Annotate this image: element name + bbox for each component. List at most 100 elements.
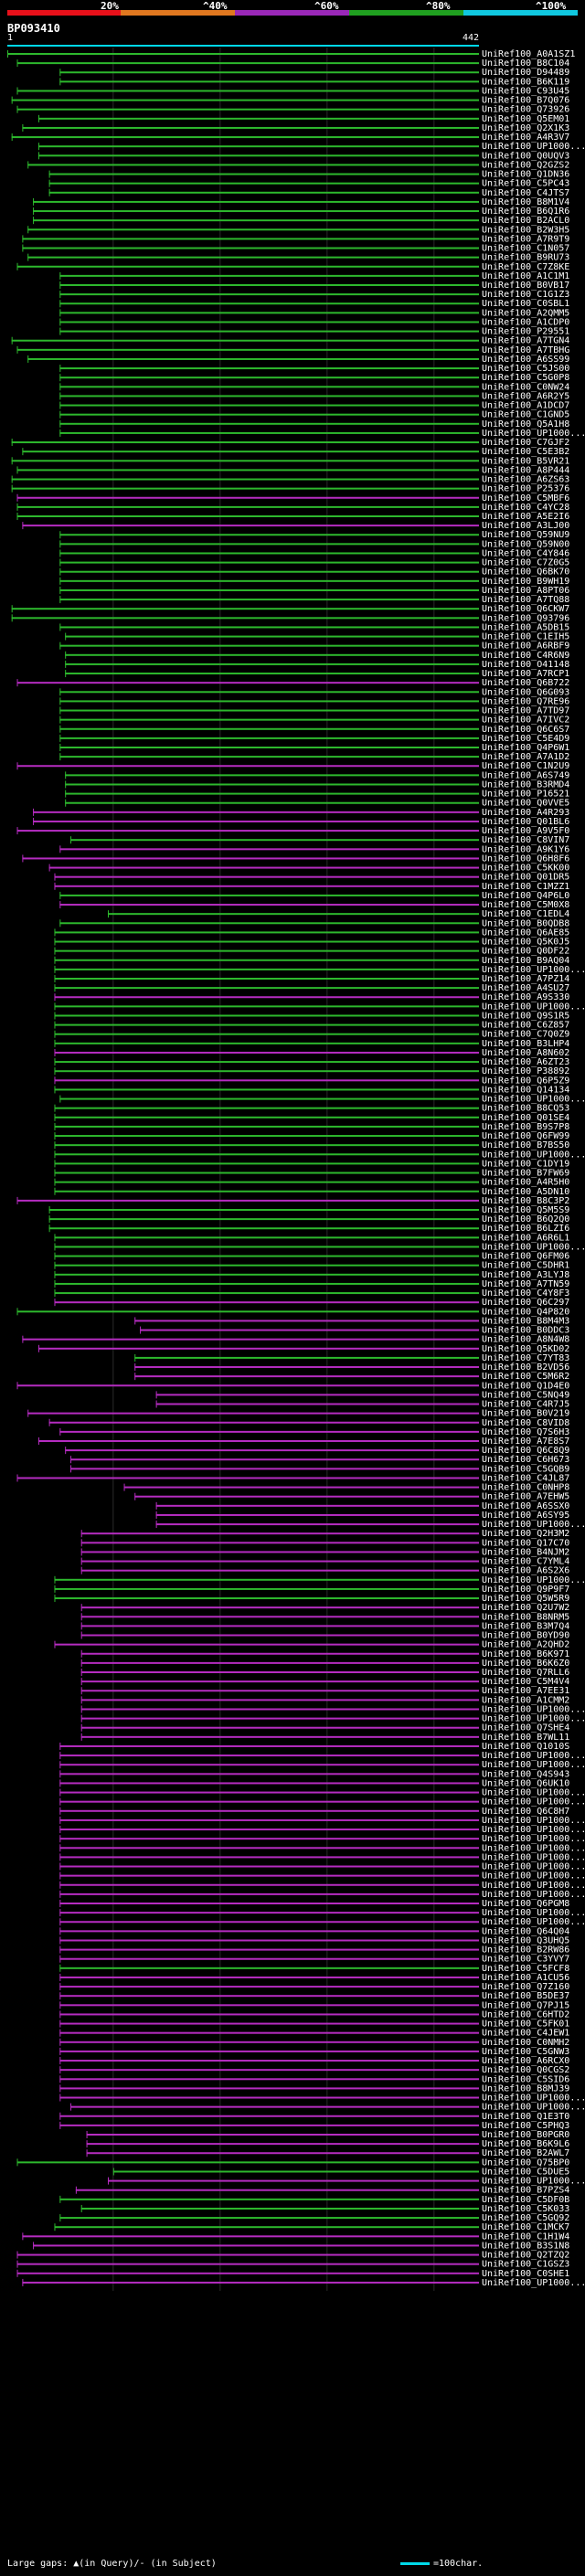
hit-bar[interactable]: [16, 2272, 480, 2274]
hit-label[interactable]: UniRef100_C1G1Z3: [482, 290, 569, 300]
hit-label[interactable]: UniRef100_UP1000...: [482, 2103, 585, 2113]
hit-label[interactable]: UniRef100_B4NJM2: [482, 1547, 569, 1557]
hit-bar[interactable]: [54, 1578, 479, 1581]
hit-label[interactable]: UniRef100_UP1000...: [482, 1751, 585, 1761]
hit-label[interactable]: UniRef100_C4Y846: [482, 548, 569, 558]
hit-label[interactable]: UniRef100_C1GSZ3: [482, 2260, 569, 2270]
hit-bar[interactable]: [59, 367, 479, 370]
hit-label[interactable]: UniRef100_Q6G093: [482, 687, 569, 697]
hit-label[interactable]: UniRef100_B2AWL7: [482, 2148, 569, 2158]
hit-label[interactable]: UniRef100_C6HTD2: [482, 2009, 569, 2019]
hit-label[interactable]: UniRef100_C8VID8: [482, 1418, 569, 1428]
hit-bar[interactable]: [54, 1301, 479, 1304]
hit-label[interactable]: UniRef100_C8VIN7: [482, 835, 569, 845]
hit-label[interactable]: UniRef100_B5DE37: [482, 1991, 569, 2001]
hit-label[interactable]: UniRef100_C5SID6: [482, 2074, 569, 2084]
hit-label[interactable]: UniRef100_Q2H3M2: [482, 1529, 569, 1539]
hit-bar[interactable]: [155, 1523, 479, 1526]
hit-label[interactable]: UniRef100_A5DB15: [482, 622, 569, 632]
hit-label[interactable]: UniRef100_P29551: [482, 327, 569, 337]
hit-label[interactable]: UniRef100_Q2GZS2: [482, 160, 569, 170]
hit-bar[interactable]: [59, 321, 479, 323]
hit-label[interactable]: UniRef100_B9WH19: [482, 577, 569, 587]
hit-bar[interactable]: [11, 617, 480, 620]
hit-label[interactable]: UniRef100_C5PHQ3: [482, 2121, 569, 2131]
hit-label[interactable]: UniRef100_C1DY19: [482, 1159, 569, 1169]
hit-label[interactable]: UniRef100_P16521: [482, 790, 569, 800]
hit-label[interactable]: UniRef100_C0SHE1: [482, 2269, 569, 2279]
hit-bar[interactable]: [54, 1273, 479, 1276]
hit-label[interactable]: UniRef100_A6ZS63: [482, 475, 569, 485]
hit-bar[interactable]: [59, 848, 479, 851]
hit-label[interactable]: UniRef100_A2QMM5: [482, 308, 569, 318]
hit-bar[interactable]: [65, 792, 480, 795]
hit-label[interactable]: UniRef100_C5M6R2: [482, 1372, 569, 1382]
hit-label[interactable]: UniRef100_B9S7P8: [482, 1122, 569, 1132]
hit-bar[interactable]: [54, 885, 479, 887]
hit-bar[interactable]: [134, 1356, 479, 1359]
hit-label[interactable]: UniRef100_C4JL87: [482, 1473, 569, 1483]
hit-bar[interactable]: [16, 469, 480, 472]
hit-label[interactable]: UniRef100_UP1000...: [482, 1881, 585, 1891]
hit-label[interactable]: UniRef100_B9AQ04: [482, 956, 569, 966]
hit-bar[interactable]: [70, 839, 480, 842]
hit-label[interactable]: UniRef100_C7Q0Z9: [482, 1030, 569, 1040]
hit-bar[interactable]: [59, 1744, 479, 1747]
hit-label[interactable]: UniRef100_UP1000...: [482, 1908, 585, 1918]
hit-label[interactable]: UniRef100_B2W3H5: [482, 225, 569, 235]
hit-bar[interactable]: [80, 1569, 480, 1572]
hit-label[interactable]: UniRef100_A1CU56: [482, 1973, 569, 1983]
hit-label[interactable]: UniRef100_C7GJF2: [482, 438, 569, 448]
hit-bar[interactable]: [54, 1033, 479, 1035]
hit-bar[interactable]: [37, 1440, 479, 1442]
hit-label[interactable]: UniRef100_B0DDC3: [482, 1326, 569, 1336]
hit-label[interactable]: UniRef100_C5KK00: [482, 864, 569, 874]
hit-label[interactable]: UniRef100_UP1000...: [482, 1917, 585, 1927]
hit-label[interactable]: UniRef100_UP1000...: [482, 1862, 585, 1872]
hit-label[interactable]: UniRef100_C5FCF8: [482, 1964, 569, 1974]
hit-bar[interactable]: [16, 2161, 480, 2164]
hit-bar[interactable]: [59, 1948, 479, 1951]
hit-bar[interactable]: [80, 1735, 480, 1738]
hit-bar[interactable]: [11, 478, 480, 481]
hit-bar[interactable]: [59, 422, 479, 425]
hit-label[interactable]: UniRef100_Q01SE4: [482, 1113, 569, 1123]
hit-bar[interactable]: [80, 1532, 480, 1535]
hit-bar[interactable]: [59, 71, 479, 74]
hit-bar[interactable]: [59, 644, 479, 647]
hit-label[interactable]: UniRef100_B0V219: [482, 1409, 569, 1419]
hit-label[interactable]: UniRef100_B2RW86: [482, 1945, 569, 1956]
hit-label[interactable]: UniRef100_A4SU27: [482, 983, 569, 993]
hit-label[interactable]: UniRef100_A4R3V7: [482, 133, 569, 143]
hit-label[interactable]: UniRef100_Q5W5R9: [482, 1594, 569, 1604]
hit-label[interactable]: UniRef100_Q2U7W2: [482, 1603, 569, 1613]
hit-bar[interactable]: [54, 1292, 479, 1295]
hit-label[interactable]: UniRef100_A1CDP0: [482, 317, 569, 327]
hit-bar[interactable]: [11, 460, 480, 462]
hit-label[interactable]: UniRef100_B6K6Z0: [482, 1659, 569, 1669]
hit-bar[interactable]: [59, 588, 479, 591]
hit-bar[interactable]: [33, 200, 479, 203]
hit-label[interactable]: UniRef100_Q59N00: [482, 539, 569, 549]
hit-bar[interactable]: [16, 2263, 480, 2265]
hit-bar[interactable]: [59, 1912, 479, 1914]
hit-label[interactable]: UniRef100_UP1000...: [482, 1575, 585, 1585]
hit-label[interactable]: UniRef100_C5FK01: [482, 2019, 569, 2030]
hit-bar[interactable]: [140, 1329, 479, 1331]
hit-bar[interactable]: [48, 1227, 479, 1230]
hit-bar[interactable]: [54, 1236, 479, 1239]
hit-bar[interactable]: [59, 691, 479, 694]
hit-bar[interactable]: [70, 1468, 480, 1470]
hit-bar[interactable]: [59, 1892, 479, 1895]
hit-bar[interactable]: [59, 2217, 479, 2220]
hit-bar[interactable]: [59, 1939, 479, 1942]
hit-label[interactable]: UniRef100_UP1000...: [482, 1834, 585, 1844]
hit-label[interactable]: UniRef100_UP1000...: [482, 1002, 585, 1012]
hit-bar[interactable]: [80, 1542, 480, 1544]
hit-label[interactable]: UniRef100_A2QHD2: [482, 1640, 569, 1650]
hit-bar[interactable]: [11, 339, 480, 342]
hit-bar[interactable]: [59, 552, 479, 555]
hit-label[interactable]: UniRef100_A7TQ88: [482, 595, 569, 605]
hit-bar[interactable]: [59, 922, 479, 925]
hit-bar[interactable]: [59, 1818, 479, 1821]
